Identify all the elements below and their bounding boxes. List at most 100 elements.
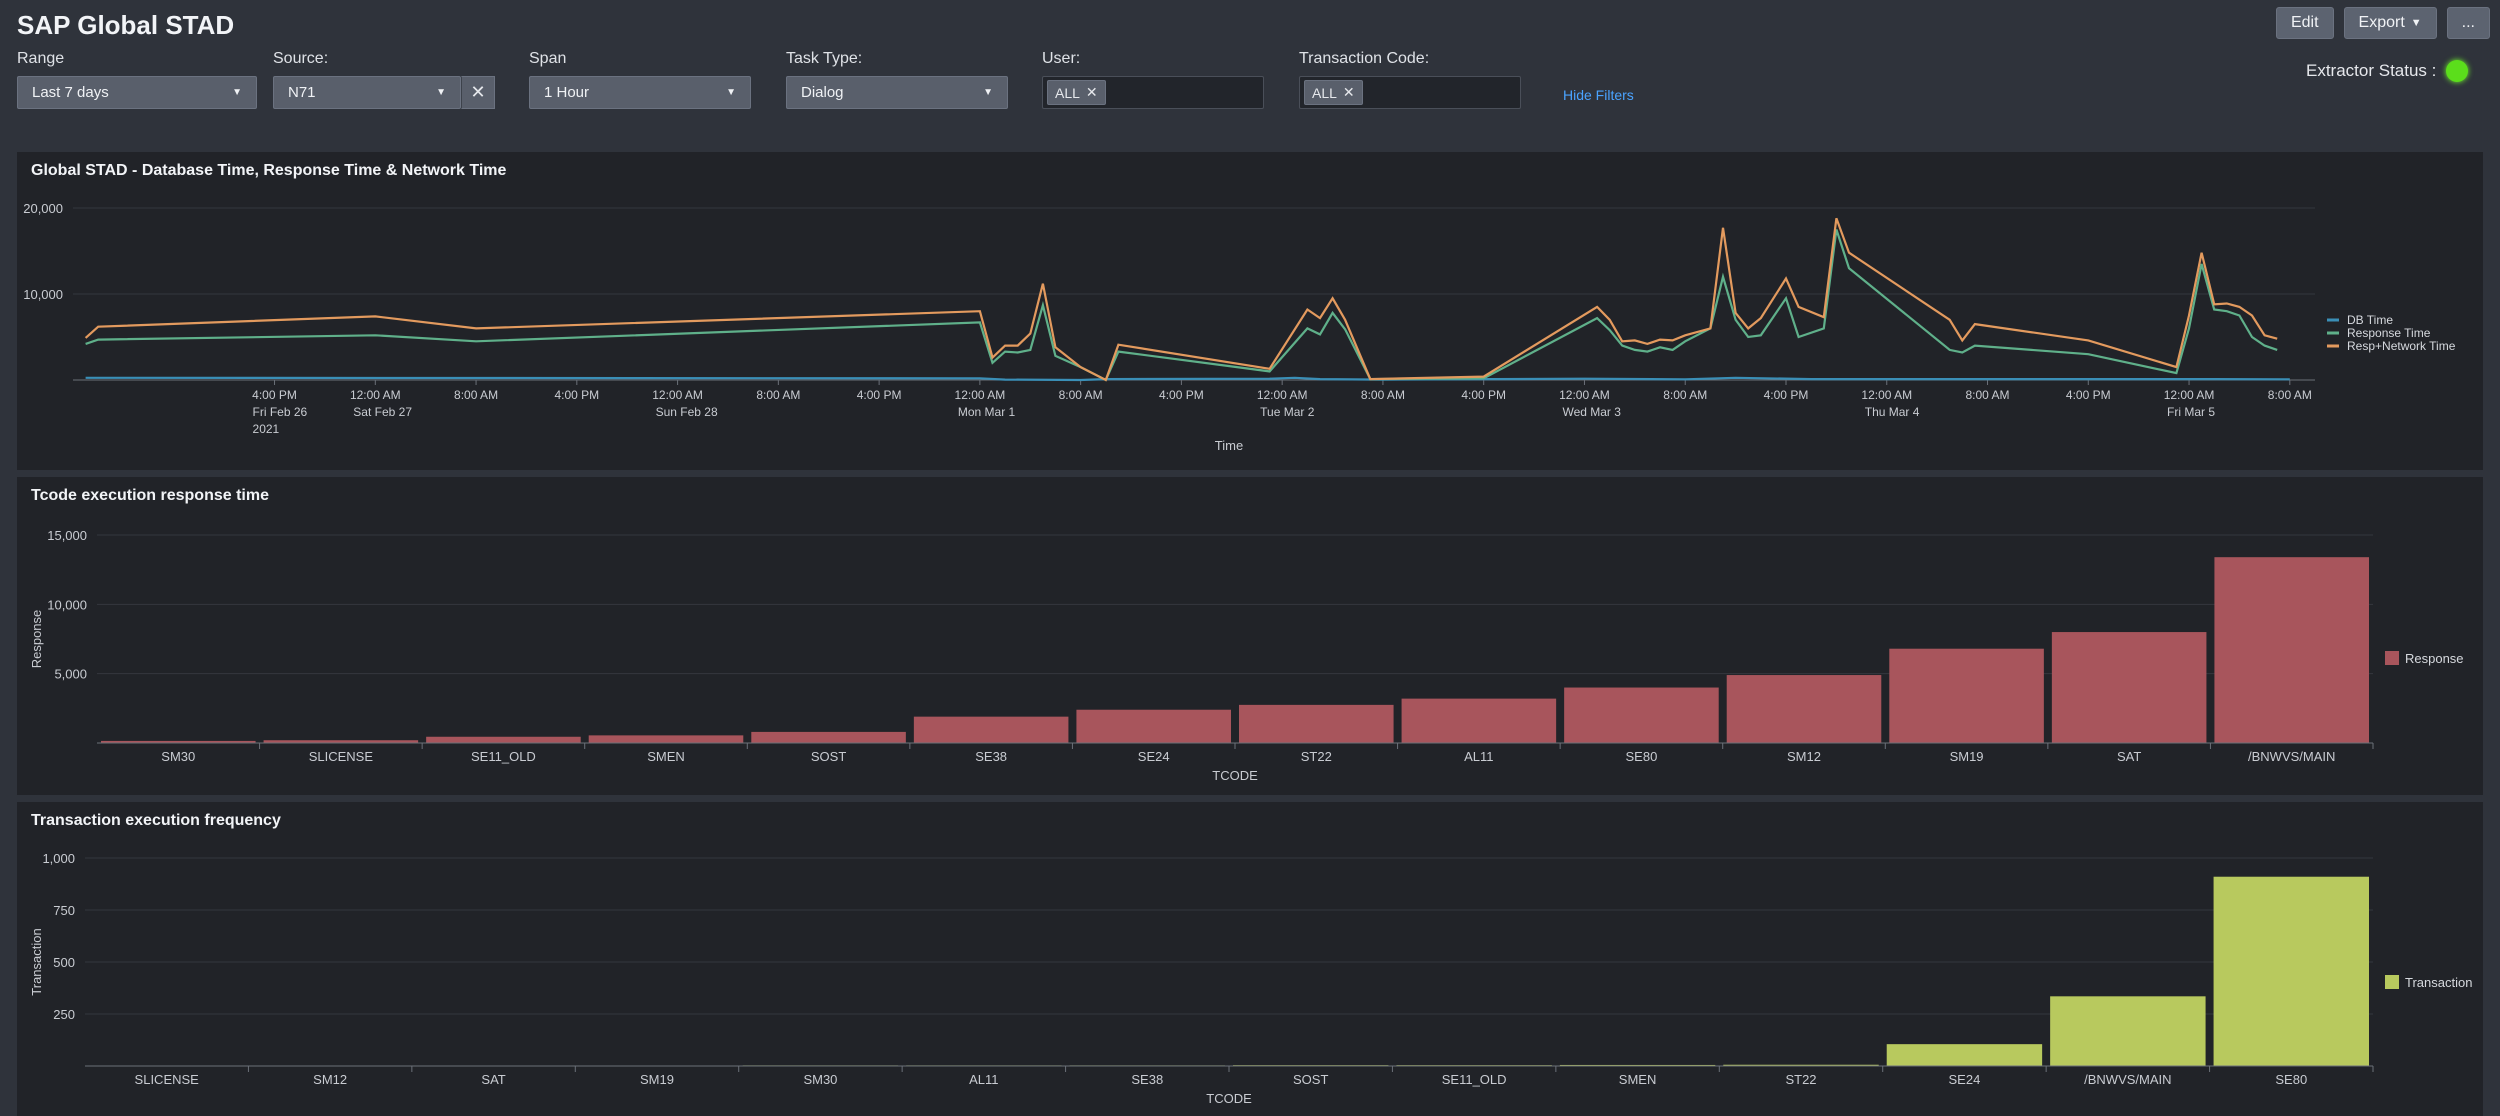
tcode-token-label: ALL [1312,84,1337,101]
series-line-response-time [85,229,2278,382]
task-type-label: Task Type: [786,50,863,67]
x-tick-label: 12:00 AM [350,388,401,402]
y-tick-label: 250 [53,1007,75,1022]
y-tick-label: 10,000 [47,597,87,612]
x-tick-label: 8:00 AM [1059,388,1103,402]
x-tick-label: SE38 [975,749,1007,764]
y-tick-label: 500 [53,955,75,970]
series-line-resp-network-time [84,217,2278,382]
caret-down-icon: ▼ [436,87,446,98]
x-tick-label: 4:00 PM [2066,388,2111,402]
span-value: 1 Hour [544,84,590,101]
bar-slicense [263,740,419,743]
source-dropdown[interactable]: N71 ▼ [273,76,461,109]
x-tick-label: 12:00 AM [1559,388,1610,402]
x-axis-title: TCODE [1212,768,1258,783]
x-tick-label: Wed Mar 3 [1562,405,1621,419]
x-tick-label: 4:00 PM [1764,388,1809,402]
legend-label: Response Time [2347,326,2431,340]
tcode-token[interactable]: ALL ✕ [1304,80,1363,105]
user-label: User: [1042,50,1081,67]
bar-st22 [1239,704,1394,743]
x-tick-label: Sun Feb 28 [656,405,718,419]
tcode-multiselect[interactable]: ALL ✕ [1299,76,1521,109]
caret-down-icon: ▼ [232,87,242,98]
series-line-db-time [85,376,2290,382]
x-tick-label: 4:00 PM [1159,388,1204,402]
x-tick-label: SMEN [647,749,685,764]
x-tick-label: 8:00 AM [1361,388,1405,402]
x-tick-label: 2021 [253,422,280,436]
range-dropdown[interactable]: Last 7 days ▼ [17,76,257,109]
frequency-title: Transaction execution frequency [31,812,281,829]
bar-smen [588,735,744,743]
edit-button[interactable]: Edit [2275,7,2334,39]
x-tick-label: 12:00 AM [652,388,703,402]
bar-st22 [1723,1064,1879,1066]
export-label: Export [2358,14,2405,31]
x-tick-label: 8:00 AM [2268,388,2312,402]
user-token[interactable]: ALL ✕ [1047,80,1106,105]
x-tick-label: 12:00 AM [2164,388,2215,402]
x-tick-label: 4:00 PM [857,388,902,402]
caret-down-icon: ▼ [2410,17,2422,29]
tcode-filter: Transaction Code: ALL ✕ [1299,50,1521,109]
x-tick-label: 4:00 PM [554,388,599,402]
task-type-value: Dialog [801,84,844,101]
page-title: SAP Global STAD [17,10,235,40]
bar-se80 [1564,687,1719,743]
timeseries-panel: Global STAD - Database Time, Response Ti… [17,152,2483,470]
x-tick-label: SM19 [1950,749,1984,764]
timeseries-chart: 10,000 20,000 4:00 PM Fri Feb 26 2021 12:00 A… [23,201,2455,453]
clear-source-button[interactable]: ✕ [461,76,495,109]
export-button[interactable]: Export ▼ [2343,7,2437,39]
bar-se80 [2213,876,2369,1066]
more-actions-button[interactable]: ... [2446,7,2490,39]
x-axis-title: TCODE [1206,1091,1252,1106]
x-tick-label: SM30 [803,1072,837,1087]
user-token-label: ALL [1055,84,1080,101]
response-title: Tcode execution response time [31,487,269,504]
legend-swatch [2385,975,2399,989]
edit-label: Edit [2290,14,2319,31]
bar-sm12 [1726,675,1882,743]
x-tick-label: AL11 [969,1072,998,1087]
x-tick-label: SE38 [1131,1072,1163,1087]
close-icon[interactable]: ✕ [1342,84,1355,100]
y-tick-label: 750 [53,903,75,918]
bar-se11-old [426,736,581,743]
x-tick-label: 8:00 AM [1966,388,2010,402]
status-indicator-icon [2446,60,2469,82]
frequency-chart: 250 500 750 1,000 SLICENSE SM12 SAT SM19 SM30 AL1… [29,851,2472,1106]
x-tick-label: SM30 [161,749,195,764]
bar-se24 [1076,709,1231,743]
y-tick-label: 5,000 [54,667,87,682]
y-axis-title: Transaction [29,928,44,995]
hide-filters-link[interactable]: Hide Filters [1563,87,1634,103]
x-tick-label: SM12 [313,1072,347,1087]
user-multiselect[interactable]: ALL ✕ [1042,76,1264,109]
span-dropdown[interactable]: 1 Hour ▼ [529,76,751,109]
x-tick-label: ST22 [1785,1072,1816,1087]
x-tick-label: ST22 [1301,749,1332,764]
x-tick-label: SE11_OLD [471,749,536,764]
x-tick-label: Tue Mar 2 [1260,405,1315,419]
legend-swatch [2385,651,2399,665]
x-tick-label: SE80 [2275,1072,2307,1087]
x-tick-label: 8:00 AM [1663,388,1707,402]
y-tick-label: 20,000 [23,201,63,216]
source-value: N71 [288,84,316,101]
x-tick-label: SLICENSE [135,1072,200,1087]
x-tick-label: SM12 [1787,749,1821,764]
response-panel: Tcode execution response time 5,000 10,00… [17,477,2483,795]
legend-label: Response [2405,651,2464,666]
span-label: Span [529,50,567,67]
user-filter: User: ALL ✕ [1042,50,1264,109]
bar-se38 [913,716,1069,743]
bar-sm19 [1889,648,2044,743]
x-tick-label: Fri Mar 5 [2167,405,2215,419]
source-label: Source: [273,50,329,67]
task-type-dropdown[interactable]: Dialog ▼ [786,76,1008,109]
x-tick-label: 12:00 AM [1257,388,1308,402]
close-icon[interactable]: ✕ [1085,84,1098,100]
